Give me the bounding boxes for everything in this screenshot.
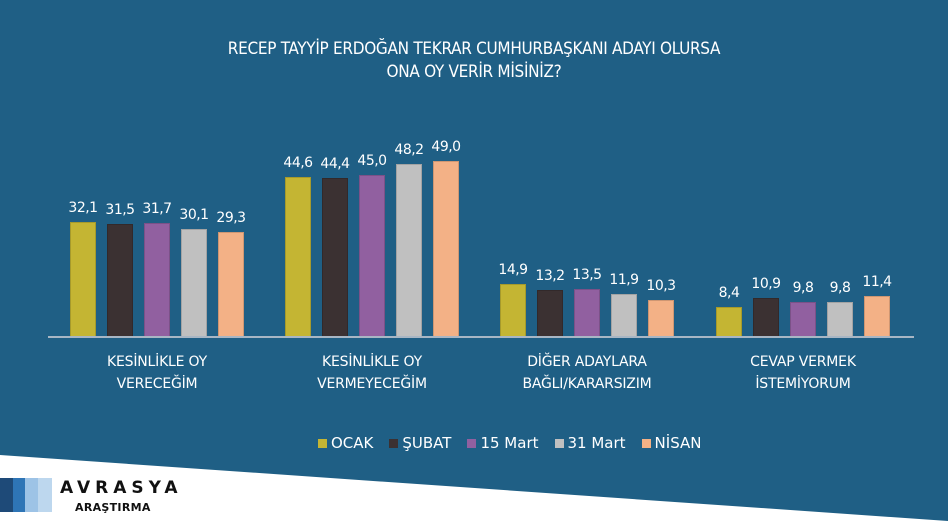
data-label: 10,9 (751, 276, 781, 292)
data-label: 44,4 (320, 156, 350, 172)
logo-stripe-1 (0, 478, 13, 512)
data-label: 10,3 (646, 278, 676, 294)
legend-swatch (467, 438, 477, 448)
bar (144, 223, 170, 337)
legend-item: OCAK (318, 434, 373, 452)
data-label: 49,0 (431, 139, 461, 155)
category-label: KESİNLİKLE OY VERMEYECEĞİM (272, 351, 472, 395)
chart-title: RECEP TAYYİP ERDOĞAN TEKRAR CUMHURBAŞKAN… (0, 38, 948, 84)
data-label: 9,8 (829, 280, 851, 296)
data-label: 11,4 (862, 274, 892, 290)
brand-name: AVRASYA (60, 478, 183, 498)
category-label: KESİNLİKLE OY VERECEĞİM (57, 351, 257, 395)
chart-title-line1: RECEP TAYYİP ERDOĞAN TEKRAR CUMHURBAŞKAN… (227, 39, 721, 59)
legend-swatch (554, 438, 564, 448)
data-label: 31,5 (105, 202, 135, 218)
data-label: 8,4 (718, 285, 740, 301)
bar (827, 302, 853, 337)
data-label: 13,5 (572, 267, 602, 283)
bar (181, 229, 207, 337)
category-label: DİĞER ADAYLARA BAĞLI/KARARSIZIM (487, 351, 687, 395)
bar (218, 232, 244, 337)
legend-item: NİSAN (641, 434, 702, 452)
bar (790, 302, 816, 337)
data-label: 13,2 (535, 268, 565, 284)
data-label: 11,9 (609, 272, 639, 288)
category-label-line2: VERECEĞİM (116, 376, 198, 392)
logo-stripe-2 (13, 478, 25, 512)
legend-label: NİSAN (654, 434, 702, 452)
legend-swatch (641, 438, 651, 448)
data-label: 45,0 (357, 153, 387, 169)
data-label: 48,2 (394, 142, 424, 158)
bar (359, 175, 385, 337)
x-axis-line (48, 336, 914, 338)
data-label: 44,6 (283, 155, 313, 171)
legend-item: 31 Mart (554, 434, 626, 452)
bar (753, 298, 779, 337)
bar (864, 296, 890, 337)
bar (500, 284, 526, 337)
legend-label: ŞUBAT (402, 434, 452, 452)
legend-label: OCAK (331, 434, 374, 452)
category-label-line1: KESİNLİKLE OY (107, 354, 207, 370)
data-label: 29,3 (216, 210, 246, 226)
legend-swatch (318, 438, 327, 448)
category-label-line2: İSTEMİYORUM (755, 376, 851, 392)
bar (574, 289, 600, 337)
category-label-line1: DİĞER ADAYLARA (527, 354, 647, 370)
category-label-line2: VERMEYECEĞİM (317, 376, 427, 392)
chart-title-line2: ONA OY VERİR MİSİNİZ? (386, 62, 562, 82)
data-label: 32,1 (68, 200, 98, 216)
legend-swatch (389, 438, 399, 448)
logo-stripes (0, 478, 52, 512)
bar (648, 300, 674, 337)
bar (322, 178, 348, 337)
legend-item: ŞUBAT (389, 434, 451, 452)
legend-label: 15 Mart (480, 434, 539, 452)
bar (716, 307, 742, 337)
category-label-line1: KESİNLİKLE OY (322, 354, 422, 370)
data-label: 31,7 (142, 201, 172, 217)
logo-stripe-3 (25, 478, 38, 512)
bar (537, 290, 563, 337)
bar (611, 294, 637, 337)
legend-item: 15 Mart (467, 434, 539, 452)
bar (433, 161, 459, 337)
bar (107, 224, 133, 337)
bar (285, 177, 311, 337)
category-label: CEVAP VERMEK İSTEMİYORUM (703, 351, 903, 395)
category-label-line1: CEVAP VERMEK (750, 354, 856, 370)
brand-subtitle: ARAŞTIRMA (75, 501, 151, 514)
bar (70, 222, 96, 337)
data-label: 9,8 (792, 280, 814, 296)
logo-stripe-4 (38, 478, 52, 512)
category-label-line2: BAĞLI/KARARSIZIM (522, 376, 652, 392)
data-label: 30,1 (179, 207, 209, 223)
bar (396, 164, 422, 337)
data-label: 14,9 (498, 262, 528, 278)
legend: OCAK ŞUBAT 15 Mart 31 Mart NİSAN (318, 434, 717, 452)
legend-label: 31 Mart (567, 434, 626, 452)
